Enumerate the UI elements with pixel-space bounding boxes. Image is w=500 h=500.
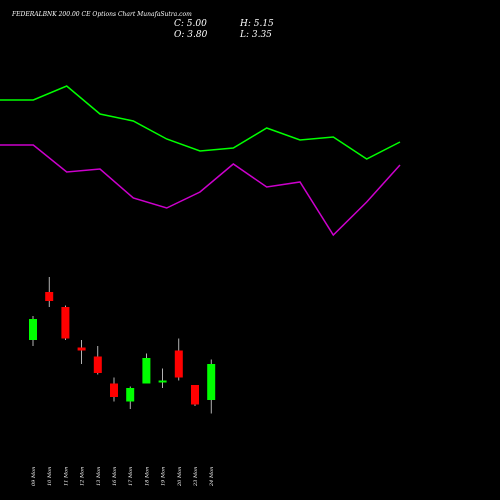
- candle-body: [93, 356, 102, 373]
- candle-body: [110, 383, 118, 397]
- candles: [29, 277, 216, 414]
- x-tick-label: 10 Mon: [47, 467, 53, 486]
- candle-body: [29, 319, 37, 340]
- candle-body: [191, 385, 199, 405]
- candle-body: [77, 347, 86, 351]
- candle-body: [174, 350, 183, 378]
- candle-body: [126, 388, 135, 402]
- x-tick-label: 17 Mon: [128, 467, 134, 486]
- x-tick-label: 19 Mon: [161, 467, 167, 486]
- low-value: L: 3.35: [239, 30, 272, 40]
- x-tick-label: 24 Mon: [209, 467, 215, 487]
- candle-body: [45, 292, 54, 301]
- candle-body: [207, 364, 216, 400]
- high-value: H: 5.15: [239, 19, 274, 29]
- x-tick-label: 13 Mon: [96, 467, 102, 486]
- candle-body: [142, 358, 151, 384]
- upper-line-series: [0, 85, 401, 160]
- candle-body: [61, 307, 70, 339]
- x-tick-label: 11 Mon: [63, 467, 69, 486]
- x-tick-label: 23 Mon: [193, 467, 199, 487]
- x-axis-ticks: 09 Mon 10 Mon 11 Mon 12 Mon 13 Mon 16 Mon 17 M…: [31, 467, 215, 487]
- x-tick-label: 12 Mon: [80, 467, 86, 486]
- candle-body: [158, 380, 167, 383]
- chart-title: FEDERALBNK 200.00 CE Options Chart Munaf…: [11, 11, 192, 18]
- x-tick-label: 20 Mon: [177, 467, 183, 487]
- x-tick-label: 18 Mon: [144, 467, 150, 486]
- close-value: C: 5.00: [174, 19, 207, 29]
- lower-line-series: [0, 144, 401, 237]
- open-value: O: 3.80: [174, 30, 208, 40]
- x-tick-label: 09 Mon: [31, 467, 37, 486]
- x-tick-label: 16 Mon: [112, 467, 118, 486]
